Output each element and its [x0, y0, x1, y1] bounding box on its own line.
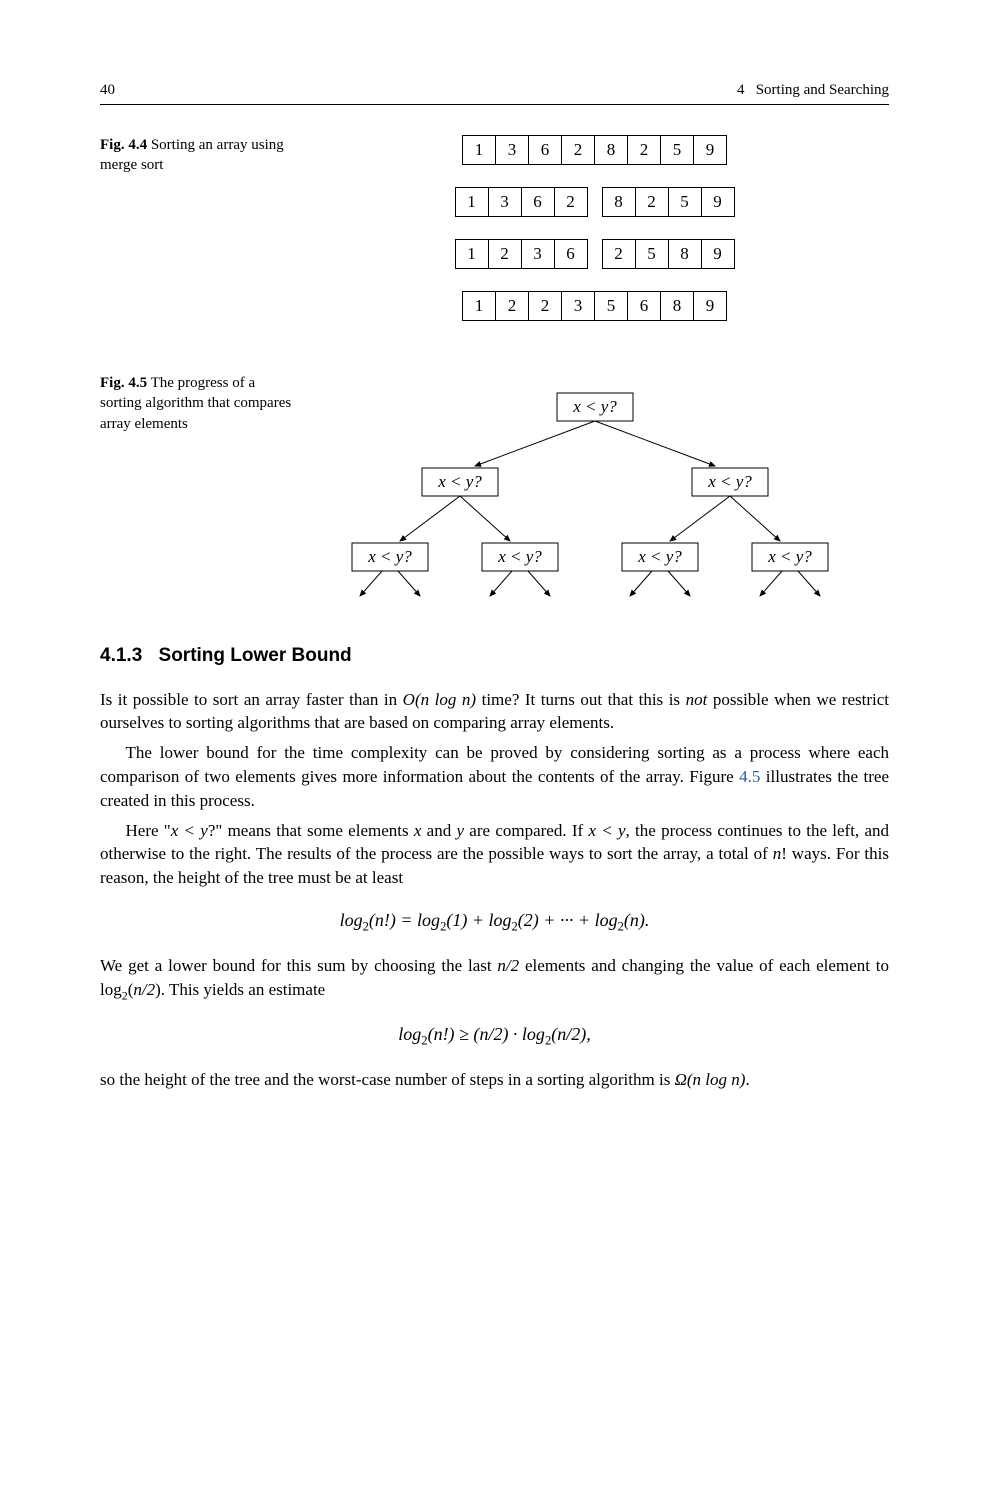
array-cell: 6 — [554, 239, 588, 269]
svg-text:x < y?: x < y? — [572, 397, 617, 416]
array-cell: 9 — [701, 239, 735, 269]
figure-4-4-label: Fig. 4.4 — [100, 137, 147, 153]
page-number: 40 — [100, 80, 115, 101]
section-number: 4.1.3 — [100, 645, 142, 666]
equation-2: log2(n!) ≥ (n/2) · log2(n/2), — [100, 1022, 889, 1050]
array-group: 1236 — [455, 239, 588, 269]
svg-text:x < y?: x < y? — [707, 472, 752, 491]
array-cell: 2 — [602, 239, 636, 269]
array-cell: 3 — [561, 291, 595, 321]
array-group: 2589 — [602, 239, 735, 269]
array-cell: 8 — [594, 135, 628, 165]
array-cell: 3 — [488, 187, 522, 217]
array-group: 1362 — [455, 187, 588, 217]
figure-4-5-caption: Fig. 4.5 The progress of a sorting algor… — [100, 373, 300, 603]
figure-link[interactable]: 4.5 — [739, 767, 760, 786]
array-cell: 5 — [635, 239, 669, 269]
array-cell: 9 — [701, 187, 735, 217]
array-cell: 5 — [668, 187, 702, 217]
array-cell: 1 — [462, 291, 496, 321]
array-cell: 2 — [635, 187, 669, 217]
array-cell: 1 — [455, 187, 489, 217]
paragraph-1: Is it possible to sort an array faster t… — [100, 688, 889, 736]
array-cell: 6 — [627, 291, 661, 321]
svg-text:x < y?: x < y? — [497, 547, 542, 566]
array-cell: 2 — [627, 135, 661, 165]
paragraph-2: The lower bound for the time complexity … — [100, 741, 889, 812]
array-group: 12235689 — [462, 291, 727, 321]
array-cell: 5 — [660, 135, 694, 165]
chapter-heading: 4 Sorting and Searching — [737, 80, 889, 101]
equation-1: log2(n!) = log2(1) + log2(2) + ··· + log… — [100, 908, 889, 936]
array-cell: 9 — [693, 135, 727, 165]
section-title: Sorting Lower Bound — [159, 645, 352, 666]
page-header: 40 4 Sorting and Searching — [100, 80, 889, 105]
array-cell: 2 — [488, 239, 522, 269]
figure-4-4: Fig. 4.4 Sorting an array using merge so… — [100, 135, 889, 343]
paragraph-4: We get a lower bound for this sum by cho… — [100, 954, 889, 1004]
array-row: 12235689 — [462, 291, 727, 321]
array-row: 12362589 — [455, 239, 735, 269]
array-cell: 2 — [561, 135, 595, 165]
inline-math: O(n log n) — [403, 690, 476, 709]
svg-text:x < y?: x < y? — [367, 547, 412, 566]
array-cell: 1 — [455, 239, 489, 269]
array-row: 13628259 — [462, 135, 727, 165]
svg-text:x < y?: x < y? — [437, 472, 482, 491]
array-cell: 2 — [528, 291, 562, 321]
section-heading: 4.1.3 Sorting Lower Bound — [100, 643, 889, 670]
array-cell: 1 — [462, 135, 496, 165]
array-cell: 6 — [521, 187, 555, 217]
figure-4-5-label: Fig. 4.5 — [100, 375, 147, 391]
figure-4-4-arrays: 13628259136282591236258912235689 — [300, 135, 889, 343]
array-cell: 8 — [660, 291, 694, 321]
paragraph-3: Here "x < y?" means that some elements x… — [100, 819, 889, 890]
array-cell: 3 — [521, 239, 555, 269]
figure-4-4-caption: Fig. 4.4 Sorting an array using merge so… — [100, 135, 300, 343]
array-row: 13628259 — [455, 187, 735, 217]
array-cell: 2 — [554, 187, 588, 217]
array-cell: 9 — [693, 291, 727, 321]
paragraph-5: so the height of the tree and the worst-… — [100, 1068, 889, 1092]
figure-4-5: Fig. 4.5 The progress of a sorting algor… — [100, 373, 889, 603]
array-cell: 8 — [602, 187, 636, 217]
array-cell: 6 — [528, 135, 562, 165]
svg-text:x < y?: x < y? — [637, 547, 682, 566]
array-cell: 2 — [495, 291, 529, 321]
array-group: 8259 — [602, 187, 735, 217]
array-group: 13628259 — [462, 135, 727, 165]
array-cell: 5 — [594, 291, 628, 321]
figure-4-5-tree: x < y? x < y? x < y? x < y? x < y? x < y? x < … — [300, 373, 889, 603]
array-cell: 8 — [668, 239, 702, 269]
array-cell: 3 — [495, 135, 529, 165]
svg-text:x < y?: x < y? — [767, 547, 812, 566]
